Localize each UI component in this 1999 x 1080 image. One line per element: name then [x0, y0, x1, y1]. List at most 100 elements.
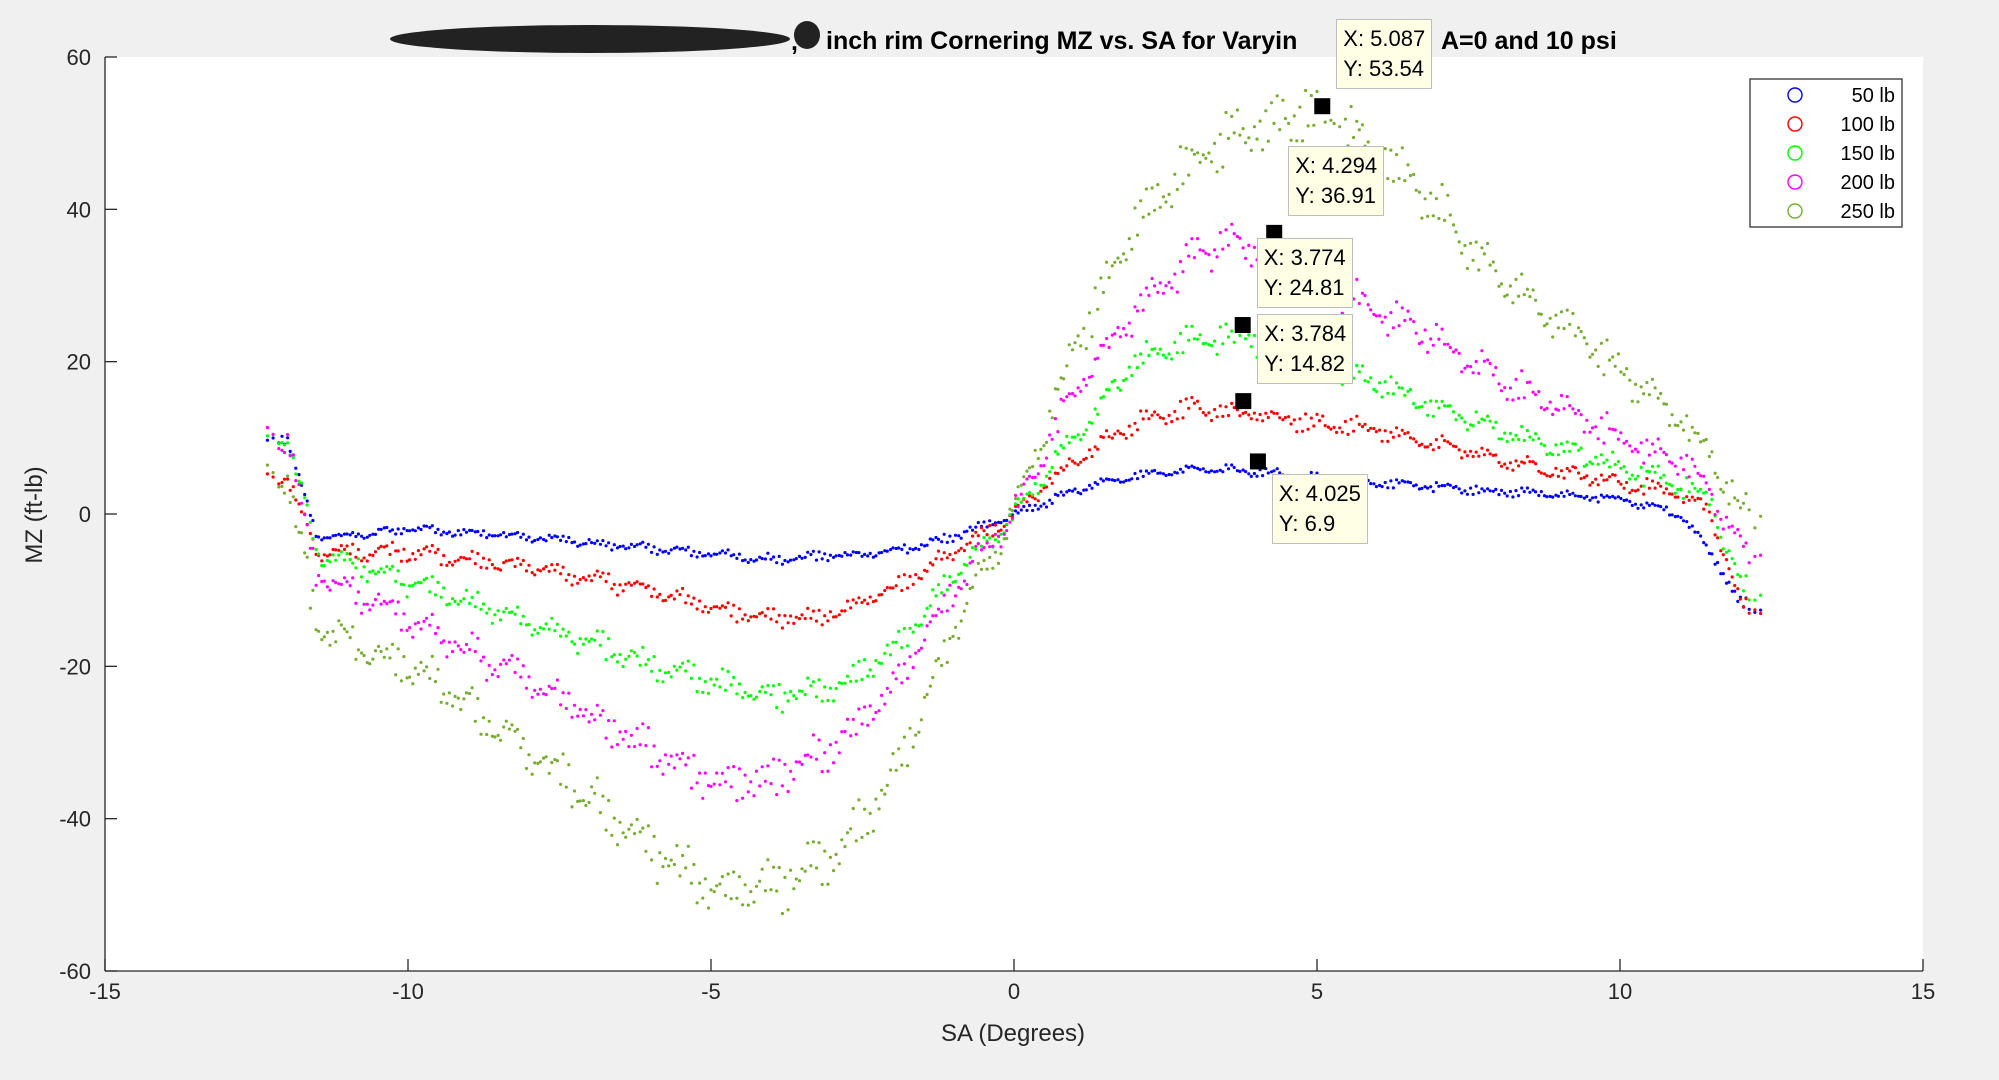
- data-point: [1116, 386, 1120, 390]
- data-point: [1577, 494, 1581, 498]
- data-point: [553, 629, 557, 633]
- datatip-marker[interactable]: [1234, 317, 1251, 334]
- data-point: [419, 581, 423, 585]
- data-point: [996, 529, 1001, 533]
- data-point: [1619, 431, 1623, 435]
- data-point: [1213, 141, 1217, 145]
- data-point: [1469, 423, 1473, 427]
- data-point: [1184, 324, 1188, 328]
- data-point: [496, 733, 500, 738]
- data-point: [507, 558, 511, 562]
- data-point: [1230, 222, 1234, 226]
- data-point: [1733, 531, 1737, 535]
- data-point: [493, 613, 497, 617]
- data-point: [635, 543, 639, 547]
- data-point: [499, 662, 503, 667]
- data-point: [661, 772, 665, 776]
- data-point: [786, 699, 790, 703]
- data-point: [982, 536, 986, 540]
- data-point: [322, 553, 326, 557]
- data-point: [1378, 381, 1382, 385]
- data-point: [447, 640, 451, 644]
- data-point: [544, 565, 548, 569]
- data-point: [789, 614, 793, 618]
- data-point: [1056, 493, 1060, 497]
- data-point: [598, 643, 603, 647]
- data-point: [1357, 301, 1361, 306]
- data-point: [527, 623, 531, 627]
- data-point: [538, 536, 543, 540]
- data-point: [1369, 308, 1373, 312]
- data-point: [809, 616, 813, 620]
- data-point: [1747, 607, 1751, 611]
- data-point: [877, 551, 881, 555]
- data-point: [1448, 345, 1452, 350]
- data-point: [1685, 520, 1689, 524]
- datatip[interactable]: X: 4.294 Y: 36.91: [1288, 145, 1385, 216]
- data-point: [1230, 401, 1234, 405]
- data-point: [1448, 213, 1452, 217]
- data-point: [1696, 431, 1700, 435]
- data-point: [1135, 309, 1140, 313]
- data-point: [758, 555, 762, 559]
- data-point: [860, 600, 864, 605]
- data-point: [320, 638, 324, 642]
- data-point: [1241, 127, 1245, 131]
- datatip-marker[interactable]: [1249, 453, 1266, 470]
- data-point: [752, 900, 756, 904]
- data-point: [849, 553, 853, 557]
- data-point: [442, 692, 446, 696]
- data-point: [1622, 465, 1626, 469]
- datatip[interactable]: X: 5.087 Y: 53.54: [1336, 19, 1433, 90]
- data-point: [953, 533, 958, 537]
- data-point: [1659, 476, 1663, 480]
- data-point: [803, 616, 807, 621]
- data-point: [1059, 443, 1063, 448]
- data-point: [974, 544, 978, 548]
- data-point: [524, 766, 529, 771]
- data-point: [675, 668, 679, 672]
- data-point: [1733, 583, 1737, 588]
- data-point: [1630, 399, 1634, 403]
- data-point: [851, 806, 855, 811]
- data-point: [570, 805, 574, 809]
- datatip[interactable]: X: 3.784 Y: 14.82: [1257, 314, 1354, 385]
- data-point: [684, 763, 688, 767]
- data-point: [317, 552, 321, 556]
- data-point: [547, 627, 551, 631]
- data-point: [1585, 494, 1589, 499]
- datatip-marker[interactable]: [1314, 98, 1331, 115]
- data-point: [1400, 428, 1404, 432]
- data-point: [1107, 345, 1111, 349]
- data-point: [1397, 386, 1401, 390]
- data-point: [1693, 431, 1697, 435]
- data-point: [894, 584, 898, 588]
- data-point: [1647, 470, 1651, 474]
- datatip[interactable]: X: 3.774 Y: 24.81: [1256, 238, 1353, 309]
- data-point: [277, 442, 281, 446]
- data-point: [1585, 342, 1589, 346]
- data-point: [783, 762, 787, 767]
- data-point: [928, 684, 932, 688]
- data-point: [1332, 425, 1336, 429]
- data-point: [754, 769, 759, 773]
- data-point: [1471, 371, 1475, 375]
- datatip-marker[interactable]: [1235, 393, 1252, 410]
- data-point: [863, 552, 867, 557]
- data-point: [1048, 470, 1052, 474]
- data-point: [382, 526, 386, 530]
- data-point: [334, 581, 338, 585]
- data-point: [1349, 417, 1353, 421]
- datatip[interactable]: X: 4.025 Y: 6.9: [1271, 474, 1368, 545]
- data-point: [1554, 466, 1558, 470]
- data-point: [1391, 486, 1395, 490]
- data-point: [985, 541, 989, 545]
- datatip-marker[interactable]: [1266, 224, 1283, 241]
- data-point: [1702, 507, 1706, 511]
- data-point: [1107, 276, 1111, 280]
- data-point: [1326, 425, 1330, 429]
- data-point: [1457, 351, 1461, 355]
- data-point: [923, 544, 927, 548]
- data-point: [809, 552, 813, 557]
